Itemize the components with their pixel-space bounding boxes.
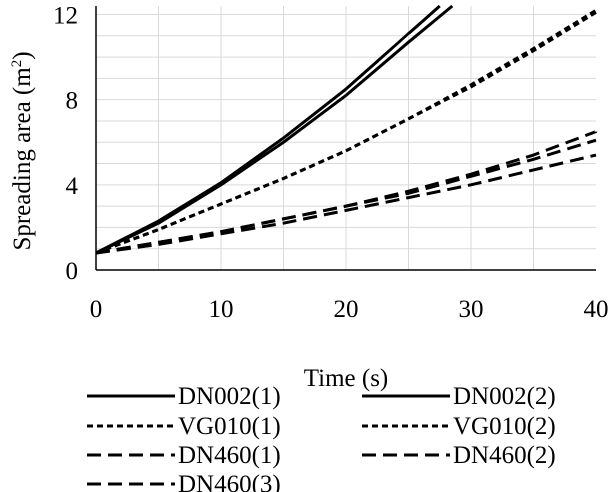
legend-label: VG010(1) <box>178 413 281 440</box>
series-line-vg0102 <box>96 8 597 255</box>
y-axis-label-main: Spreading area (m <box>9 67 36 251</box>
axes <box>95 6 596 271</box>
x-tick-label: 10 <box>209 296 234 323</box>
legend-label: DN002(1) <box>178 383 281 410</box>
series-line-dn4602 <box>96 153 597 255</box>
series-line-dn0022 <box>96 4 454 255</box>
series-line-dn0021 <box>96 4 441 255</box>
legend-label: DN460(1) <box>178 442 281 469</box>
series-lines <box>96 4 597 255</box>
x-tick-label: 30 <box>459 296 484 323</box>
y-axis-label: Spreading area (m2) <box>9 51 36 250</box>
tick-labels: 0 10 20 30 40 0 4 8 12 <box>53 3 609 323</box>
series-line-dn4603 <box>96 138 597 255</box>
y-tick-label: 8 <box>66 88 79 115</box>
legend: DN002(1) DN002(2) VG010(1) VG010(2) DN460(1)… <box>87 383 556 492</box>
x-axis-label: Time (s) <box>304 365 389 392</box>
legend-label: DN460(2) <box>453 442 556 469</box>
grid-lines <box>96 6 596 270</box>
legend-label: VG010(2) <box>453 413 556 440</box>
y-tick-label: 4 <box>66 173 79 200</box>
x-tick-label: 20 <box>334 296 359 323</box>
y-tick-label: 12 <box>53 3 78 30</box>
x-tick-label: 40 <box>584 296 609 323</box>
legend-label: DN460(3) <box>178 471 281 492</box>
x-tick-label: 0 <box>90 296 103 323</box>
y-axis-label-close: ) <box>9 51 36 59</box>
legend-label: DN002(2) <box>453 383 556 410</box>
y-axis-label-superscript: 2 <box>9 60 25 68</box>
y-tick-label: 0 <box>66 258 79 285</box>
